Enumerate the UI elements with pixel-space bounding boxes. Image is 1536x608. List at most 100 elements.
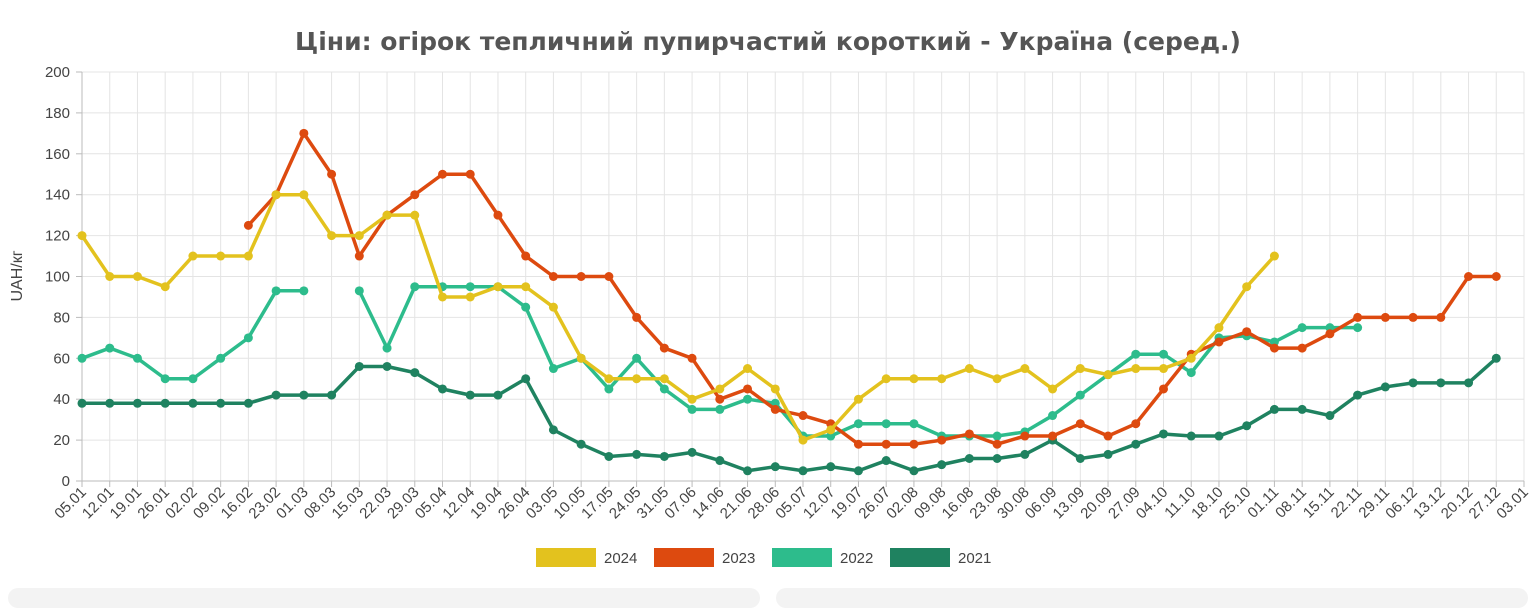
x-tick-label: 01.11	[1244, 484, 1282, 522]
data-point-2024	[881, 374, 891, 384]
data-point-2024	[1075, 364, 1085, 374]
series-2024	[77, 190, 1279, 445]
data-point-2022	[1075, 390, 1085, 400]
data-point-2021	[438, 384, 447, 394]
data-point-2021	[937, 460, 947, 470]
x-tick-label: 04.10	[1133, 484, 1172, 523]
data-point-2023	[687, 353, 697, 363]
data-point-2021	[881, 456, 891, 466]
y-tick-label: 120	[45, 228, 70, 245]
x-tick-label: 22.11	[1328, 484, 1366, 522]
data-point-2021	[576, 439, 586, 449]
bottom-card-right	[776, 588, 1528, 608]
data-point-2024	[743, 364, 753, 374]
legend-swatch	[890, 548, 950, 567]
data-point-2021	[1464, 378, 1474, 388]
series-line-2023	[246, 131, 1499, 446]
data-point-2024	[1269, 251, 1279, 261]
data-point-2023	[327, 169, 337, 179]
data-point-2021	[271, 390, 281, 400]
data-point-2024	[632, 374, 642, 384]
legend-swatch	[772, 548, 832, 567]
data-point-2021	[1075, 454, 1085, 464]
data-point-2021	[743, 466, 753, 476]
data-point-2024	[548, 302, 558, 312]
data-point-2021	[992, 454, 1002, 464]
data-point-2022	[1159, 349, 1168, 359]
data-point-2024	[659, 374, 669, 384]
data-point-2021	[493, 390, 503, 400]
data-point-2024	[1242, 282, 1252, 292]
data-point-2023	[632, 312, 642, 322]
y-tick-label: 160	[45, 146, 70, 163]
data-point-2022	[77, 353, 87, 363]
data-point-2023	[1214, 337, 1224, 347]
data-point-2021	[521, 374, 531, 384]
data-point-2023	[964, 429, 974, 439]
data-point-2023	[354, 251, 364, 261]
legend-label: 2021	[958, 550, 991, 567]
data-point-2024	[521, 282, 531, 292]
data-point-2021	[1159, 429, 1168, 439]
data-point-2021	[687, 447, 697, 457]
data-point-2022	[1186, 368, 1196, 378]
data-point-2023	[438, 169, 447, 179]
data-point-2021	[105, 398, 115, 408]
data-point-2023	[770, 404, 780, 414]
y-tick-label: 80	[53, 309, 70, 326]
legend-item-2022: 2022	[772, 548, 873, 567]
data-point-2023	[1380, 312, 1390, 322]
x-tick-label: 25.10	[1216, 484, 1255, 523]
legend-label: 2024	[604, 550, 637, 567]
data-point-2021	[826, 462, 836, 472]
data-point-2023	[1353, 312, 1363, 322]
y-tick-label: 140	[45, 187, 70, 204]
data-point-2022	[604, 384, 614, 394]
data-point-2024	[909, 374, 919, 384]
data-point-2023	[465, 169, 475, 179]
x-tick-label: 15.11	[1300, 484, 1338, 522]
data-point-2022	[743, 394, 753, 404]
data-point-2024	[1186, 353, 1196, 363]
chart-title: Ціни: огірок тепличний пупирчастий корот…	[295, 27, 1241, 56]
data-point-2024	[493, 282, 503, 292]
legend-item-2024: 2024	[536, 548, 637, 567]
y-tick-label: 0	[62, 473, 70, 490]
data-point-2022	[1131, 349, 1141, 359]
data-point-2023	[1048, 431, 1058, 441]
data-point-2024	[1048, 384, 1058, 394]
data-point-2022	[243, 333, 253, 343]
x-tick-label: 08.11	[1272, 484, 1310, 522]
data-point-2023	[1325, 329, 1335, 339]
y-tick-label: 40	[53, 391, 70, 408]
data-point-2023	[853, 439, 863, 449]
x-axis: 05.0112.0119.0126.0102.0209.0216.0223.02…	[51, 480, 1532, 523]
data-point-2024	[160, 282, 170, 292]
data-point-2021	[188, 398, 198, 408]
data-point-2021	[382, 361, 392, 371]
data-point-2024	[1020, 364, 1030, 374]
data-point-2024	[438, 292, 447, 302]
data-point-2021	[1103, 449, 1113, 459]
data-point-2022	[548, 364, 558, 374]
data-point-2021	[410, 368, 420, 378]
data-point-2024	[853, 394, 863, 404]
legend-swatch	[536, 548, 596, 567]
data-point-2024	[465, 292, 475, 302]
data-point-2021	[909, 466, 919, 476]
data-point-2021	[243, 398, 253, 408]
data-point-2023	[1242, 327, 1252, 337]
data-point-2021	[604, 451, 614, 461]
data-point-2024	[77, 231, 87, 241]
data-point-2023	[1464, 272, 1474, 281]
data-point-2023	[299, 128, 309, 138]
series-2023	[243, 128, 1501, 449]
data-point-2021	[1186, 431, 1196, 441]
data-point-2024	[216, 251, 226, 261]
data-point-2024	[1103, 370, 1113, 380]
data-point-2024	[382, 210, 392, 220]
data-point-2021	[1491, 353, 1501, 363]
data-point-2022	[465, 282, 475, 292]
data-point-2022	[410, 282, 420, 292]
data-point-2021	[798, 466, 808, 476]
